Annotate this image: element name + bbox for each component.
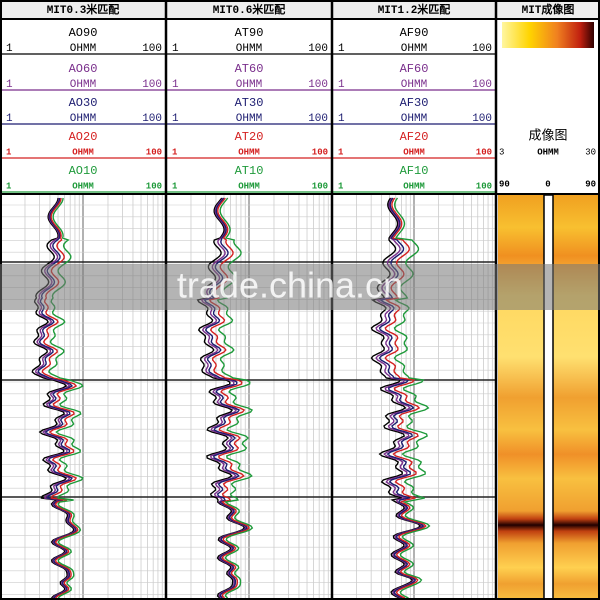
scale-min: 1	[338, 147, 344, 157]
scale-min: 1	[6, 79, 13, 91]
scale-unit: OHMM	[236, 79, 262, 91]
scale-unit: OHMM	[236, 113, 262, 125]
strip-gap	[543, 194, 554, 600]
track-title: MIT0.3米匹配	[47, 2, 120, 17]
scale-max: 30	[585, 147, 596, 157]
curve-name: AT30	[235, 96, 264, 110]
scale-min: 1	[338, 181, 344, 191]
scale-min: 1	[6, 181, 12, 191]
angle-label: 90	[585, 179, 596, 189]
scale-min: 1	[6, 43, 13, 55]
angle-label: 90	[499, 179, 510, 189]
curve-name: AO10	[69, 164, 98, 178]
curve-name: AO90	[69, 26, 98, 40]
scale-unit: OHMM	[72, 147, 94, 157]
scale-min: 1	[6, 147, 12, 157]
angle-label: 0	[545, 179, 550, 189]
curve-name: AO60	[69, 62, 98, 76]
scale-min: 1	[6, 113, 13, 125]
scale-max: 100	[308, 43, 328, 55]
curve-name: AT60	[235, 62, 264, 76]
curve-name: AT10	[235, 164, 264, 178]
scale-unit: OHMM	[70, 79, 96, 91]
track-title-bg	[496, 0, 600, 18]
scale-unit: OHMM	[236, 43, 262, 55]
scale-unit: OHMM	[72, 181, 94, 191]
track-title-bg	[0, 0, 166, 18]
curve-name: AF60	[400, 62, 429, 76]
scale-unit: OHMM	[401, 113, 427, 125]
track-title: MIT0.6米匹配	[213, 2, 286, 17]
curve-name: AT20	[235, 130, 264, 144]
scale-unit: OHMM	[70, 113, 96, 125]
scale-unit: OHMM	[401, 79, 427, 91]
scale-min: 1	[172, 113, 179, 125]
scale-max: 100	[142, 113, 162, 125]
scale-min: 1	[172, 79, 179, 91]
scale-unit: OHMM	[70, 43, 96, 55]
image-strip	[498, 195, 544, 600]
scale-min: 3	[499, 147, 504, 157]
scale-max: 100	[472, 113, 492, 125]
scale-unit: OHMM	[403, 181, 425, 191]
scale-max: 100	[476, 181, 492, 191]
image-label: 成像图	[528, 128, 567, 143]
scale-unit: OHMM	[238, 147, 260, 157]
scale-min: 1	[338, 79, 345, 91]
scale-min: 1	[172, 43, 179, 55]
scale-min: 1	[338, 43, 345, 55]
scale-min: 1	[172, 147, 178, 157]
watermark-band	[0, 264, 600, 310]
scale-unit: OHMM	[238, 181, 260, 191]
curve-name: AF20	[400, 130, 429, 144]
scale-max: 100	[312, 147, 328, 157]
scale-max: 100	[476, 147, 492, 157]
curve-name: AO30	[69, 96, 98, 110]
curve-name: AF90	[400, 26, 429, 40]
scale-max: 100	[472, 43, 492, 55]
scale-max: 100	[472, 79, 492, 91]
track-title-bg	[166, 0, 332, 18]
scale-max: 100	[142, 79, 162, 91]
scale-min: 1	[172, 181, 178, 191]
track-title: MIT成像图	[522, 2, 575, 17]
scale-max: 100	[146, 147, 162, 157]
scale-max: 100	[308, 79, 328, 91]
watermark: trade.china.cn	[177, 265, 403, 306]
scale-max: 100	[308, 113, 328, 125]
curve-name: AF30	[400, 96, 429, 110]
scale-max: 100	[142, 43, 162, 55]
scale-unit: OHMM	[537, 147, 559, 157]
curve-name: AT90	[235, 26, 264, 40]
image-strip	[553, 195, 598, 600]
curve-name: AF10	[400, 164, 429, 178]
track-title-bg	[332, 0, 496, 18]
scale-max: 100	[146, 181, 162, 191]
scale-min: 1	[338, 113, 345, 125]
scale-unit: OHMM	[401, 43, 427, 55]
track-title: MIT1.2米匹配	[378, 2, 451, 17]
curve-name: AO20	[69, 130, 98, 144]
scale-max: 100	[312, 181, 328, 191]
scale-unit: OHMM	[403, 147, 425, 157]
color-bar	[502, 22, 594, 48]
